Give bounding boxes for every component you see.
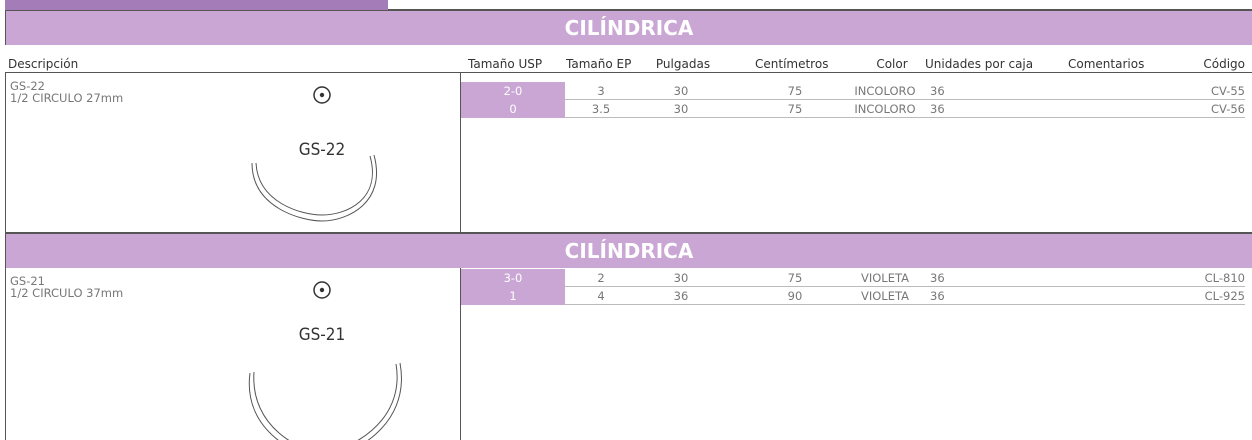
- usp-cell: 2-0: [461, 82, 565, 100]
- product-description: 1/2 CIRCULO 27mm: [10, 91, 124, 105]
- column-header: Unidades por caja: [925, 57, 1034, 71]
- product-description: 1/2 CIRCULO 37mm: [10, 286, 124, 300]
- needle-image: GS-22: [251, 86, 377, 222]
- data-cell: INCOLORO: [854, 84, 916, 98]
- row-rule: [565, 117, 1245, 118]
- column-header: Tamaño USP: [468, 57, 543, 71]
- data-cell: 30: [673, 102, 689, 116]
- data-cell: 2: [597, 271, 605, 285]
- row-rule: [565, 99, 1245, 100]
- data-cell: 36: [930, 84, 945, 98]
- icon: [313, 86, 331, 104]
- top-tab: [5, 0, 388, 10]
- section-header: CILÍNDRICA: [5, 233, 1252, 268]
- column-header: Comentarios: [1068, 57, 1145, 71]
- data-cell: 75: [787, 102, 803, 116]
- row-rule: [565, 286, 1245, 287]
- left-border: [5, 73, 6, 232]
- data-cell: [1045, 100, 1160, 118]
- column-header: Centímetros: [755, 57, 829, 71]
- top-rule: [388, 9, 1252, 10]
- data-cell: [1045, 287, 1160, 305]
- usp-cell: 3-0: [461, 269, 565, 287]
- column-header: Pulgadas: [655, 57, 711, 71]
- product-code: GS-21: [10, 274, 45, 288]
- column-header: Descripción: [8, 57, 79, 71]
- column-header: Color: [876, 57, 908, 71]
- needle-label: GS-22: [299, 140, 346, 160]
- usp-cell: 0: [461, 100, 565, 118]
- data-cell: 90: [787, 289, 803, 303]
- data-cell: [1045, 269, 1160, 287]
- data-cell: 36: [930, 271, 945, 285]
- data-cell: CL-810: [1204, 271, 1245, 285]
- data-cell: 75: [787, 84, 803, 98]
- data-cell: CV-56: [1210, 102, 1245, 116]
- header-rule: [5, 72, 1252, 73]
- column-header: Tamaño EP: [566, 57, 632, 71]
- data-cell: 30: [673, 271, 689, 285]
- bottom-rule: [5, 232, 1252, 233]
- usp-cell: 1: [461, 287, 565, 305]
- desc-border: [460, 268, 461, 440]
- product-code: GS-22: [10, 79, 45, 93]
- data-cell: 3: [597, 84, 605, 98]
- data-cell: 30: [673, 84, 689, 98]
- data-cell: [1045, 82, 1160, 100]
- icon-dot: [319, 287, 325, 293]
- data-cell: CV-55: [1210, 84, 1245, 98]
- icon: [313, 281, 331, 299]
- data-cell: 36: [673, 289, 689, 303]
- desc-border: [460, 73, 461, 232]
- column-header: Código: [1203, 57, 1245, 71]
- data-cell: 75: [787, 271, 803, 285]
- needle-label: GS-21: [299, 325, 346, 345]
- row-rule: [565, 304, 1245, 305]
- data-cell: CL-925: [1204, 289, 1245, 303]
- data-cell: 36: [930, 102, 945, 116]
- needle-arc: [251, 154, 377, 222]
- data-cell: VIOLETA: [861, 271, 909, 285]
- icon-dot: [319, 92, 325, 98]
- needle-image: GS-21: [248, 281, 402, 440]
- data-cell: 36: [930, 289, 945, 303]
- data-cell: VIOLETA: [861, 289, 909, 303]
- needle-arc: [248, 362, 402, 440]
- data-cell: 4: [597, 289, 605, 303]
- data-cell: 3.5: [591, 102, 611, 116]
- left-border: [5, 268, 6, 440]
- data-cell: INCOLORO: [854, 102, 916, 116]
- section-header: CILÍNDRICA: [5, 10, 1252, 45]
